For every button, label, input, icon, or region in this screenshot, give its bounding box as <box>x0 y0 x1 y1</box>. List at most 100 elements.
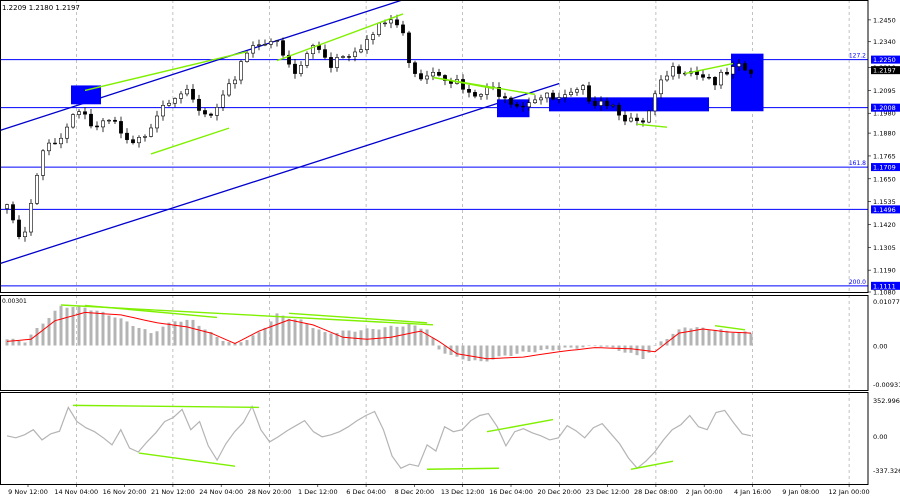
price-levels: 127.2 161.8 200.0 <box>0 53 868 287</box>
cci-tick-label: -337.3265 <box>873 467 900 475</box>
candle-body <box>341 56 345 58</box>
macd-bar <box>311 328 315 346</box>
macd-bar <box>23 342 27 346</box>
level-price-tag <box>871 103 900 112</box>
time-tick-label: 16 Dec 04:00 <box>489 488 533 496</box>
macd-bar <box>365 328 369 346</box>
level-price-tag-label: 1.2008 <box>873 104 896 112</box>
candle-body <box>611 104 615 107</box>
macd-bar <box>551 345 555 351</box>
divergence-line <box>636 123 668 128</box>
macd-bar <box>527 345 531 353</box>
macd-bar <box>533 345 537 353</box>
channel-line <box>0 82 560 265</box>
candle-body <box>623 114 627 122</box>
macd-bar <box>677 329 681 346</box>
candle-body <box>209 113 213 116</box>
ohlc-header: 1.2209 1.2180 1.2197 <box>2 4 80 12</box>
macd-bar <box>521 345 525 352</box>
macd-bar <box>5 339 9 346</box>
macd-bar <box>155 331 159 346</box>
candle-body <box>383 22 387 25</box>
candle-body <box>323 49 327 58</box>
macd-bar <box>107 315 111 346</box>
cci-tick-label: 352.9968 <box>873 397 900 405</box>
macd-bar <box>323 332 327 346</box>
candle-body <box>671 66 675 77</box>
macd-bar <box>341 330 345 346</box>
candle-body <box>401 24 405 34</box>
candle-body <box>749 69 753 74</box>
macd-bar <box>269 321 273 346</box>
macd-bar <box>659 341 663 346</box>
macd-bar <box>329 333 333 346</box>
macd-bar <box>683 327 687 346</box>
macd-bar <box>335 332 339 346</box>
candle-body <box>179 93 183 99</box>
candle-body <box>245 52 249 62</box>
candle-body <box>533 99 537 104</box>
level-price-tag-label: 1.2250 <box>873 56 896 64</box>
macd-bar <box>209 331 213 346</box>
level-price-tag-label: 1.1496 <box>873 206 896 214</box>
macd-bar <box>503 345 507 356</box>
macd-bar <box>221 340 225 346</box>
panel-frame <box>0 392 869 485</box>
macd-tick-label: -0.00931 <box>873 381 900 389</box>
candle-body <box>83 111 87 115</box>
macd-top-label: 0.00301 <box>2 298 27 305</box>
macd-bar <box>101 311 105 346</box>
candle-body <box>677 66 681 74</box>
macd-bar <box>257 332 261 346</box>
candle-body <box>377 22 381 35</box>
macd-divergence-line <box>84 304 218 319</box>
macd-bar <box>515 345 519 354</box>
macd-bar <box>599 345 603 347</box>
time-tick-label: 21 Nov 12:00 <box>151 488 195 496</box>
macd-bar <box>71 307 75 346</box>
candle-body <box>221 94 225 108</box>
macd-bar <box>179 321 183 346</box>
candle-body <box>635 117 639 122</box>
time-axis: 9 Nov 12:00 14 Nov 04:00 16 Nov 20:00 21 No… <box>8 484 870 496</box>
macd-bar <box>749 333 753 346</box>
candle-body <box>371 34 375 40</box>
divergence-line <box>684 62 734 75</box>
level-price-tag <box>871 205 900 214</box>
macd-bar <box>275 313 279 346</box>
divergence-line <box>276 13 404 62</box>
candle-body <box>101 120 105 128</box>
macd-bar <box>197 325 201 346</box>
candle-body <box>257 44 261 46</box>
macd-bar <box>299 319 303 346</box>
level-price-tag <box>871 163 900 172</box>
candle-body <box>311 45 315 55</box>
candle-body <box>437 71 441 76</box>
candle-body <box>605 100 609 107</box>
macd-bar <box>743 331 747 346</box>
candle-body <box>695 71 699 75</box>
highlight-box <box>71 85 101 105</box>
macd-bar <box>89 310 93 346</box>
candle-body <box>197 98 201 111</box>
macd-bar <box>455 345 459 357</box>
time-tick-label: 20 Dec 20:00 <box>537 488 581 496</box>
candle-body <box>107 119 111 122</box>
candle-body <box>395 19 399 26</box>
macd-bar <box>47 318 51 346</box>
candle-body <box>281 40 285 56</box>
time-tick-label: 4 Jan 16:00 <box>734 488 771 496</box>
time-tick-label: 2 Jan 00:00 <box>686 488 723 496</box>
divergence-line <box>150 127 230 155</box>
time-tick-label: 23 Dec 12:00 <box>586 488 630 496</box>
candle-body <box>629 117 633 122</box>
level-price-tag-label: 1.1111 <box>873 282 896 290</box>
macd-bar <box>371 329 375 346</box>
macd-bar <box>437 345 441 350</box>
candle-body <box>275 40 279 42</box>
macd-bar <box>113 317 117 346</box>
price-tick-label: 1.1305 <box>873 244 896 252</box>
candle-body <box>239 61 243 81</box>
cci-divergence-line <box>138 452 236 467</box>
